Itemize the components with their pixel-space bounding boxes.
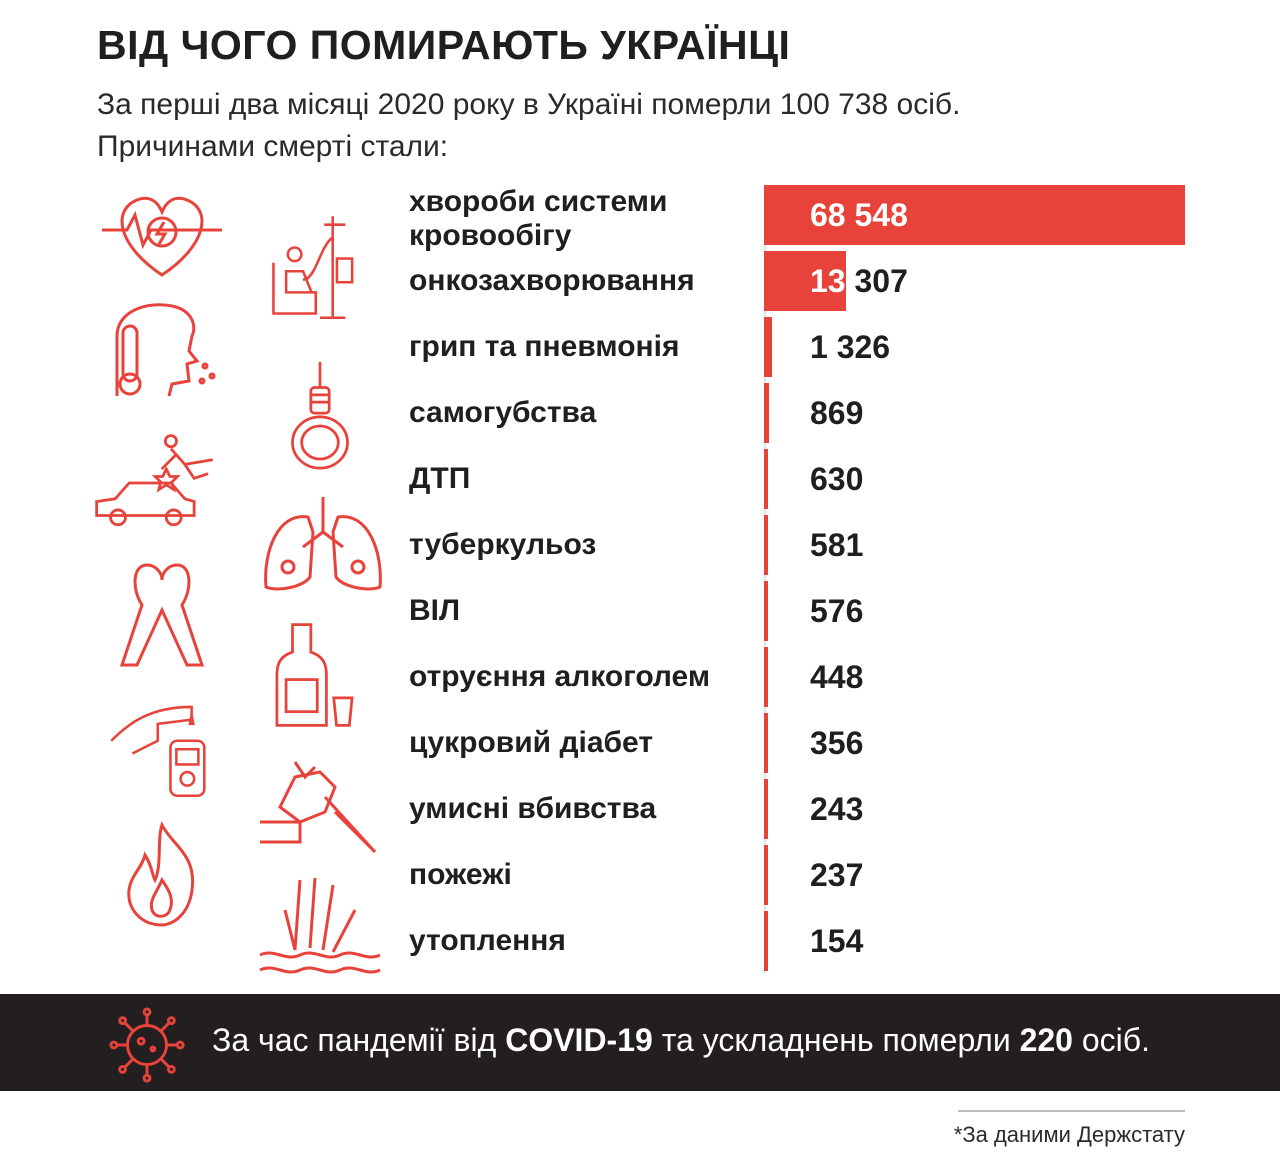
category-label: цукровий діабет bbox=[409, 726, 654, 759]
bar bbox=[764, 845, 768, 905]
value-label: 356 bbox=[810, 725, 864, 761]
category-label: туберкульоз bbox=[409, 528, 597, 561]
glucose-meter-icon bbox=[97, 690, 227, 800]
car-accident-icon bbox=[92, 428, 222, 538]
banner-text-mid: та ускладнень померли bbox=[652, 1022, 1020, 1058]
lungs-icon bbox=[258, 492, 388, 602]
category-label: хвороби системи кровообігу bbox=[409, 185, 668, 252]
banner-covid-label: COVID-19 bbox=[505, 1022, 653, 1058]
iv-drip-patient-icon bbox=[255, 212, 385, 322]
bar bbox=[764, 383, 769, 443]
bar bbox=[764, 779, 768, 839]
source-divider bbox=[958, 1110, 1185, 1112]
sick-head-thermometer-icon bbox=[97, 296, 227, 406]
knife-hand-icon bbox=[255, 752, 385, 862]
covid-banner: За час пандемії від COVID-19 та ускладне… bbox=[0, 994, 1280, 1091]
subtitle-line-2: Причинами смерті стали: bbox=[97, 130, 449, 163]
banner-text-pre: За час пандемії від bbox=[212, 1022, 506, 1058]
value-label: 581 bbox=[810, 527, 864, 563]
bar bbox=[764, 251, 846, 311]
subtitle: За перші два місяці 2020 року в Україні … bbox=[97, 84, 1197, 168]
category-label: умисні вбивства bbox=[409, 792, 657, 825]
category-label: самогубства bbox=[409, 396, 597, 429]
bar bbox=[764, 317, 772, 377]
value-label: 243 bbox=[810, 791, 864, 827]
source-note: *За даними Держстату bbox=[953, 1122, 1185, 1147]
bar bbox=[764, 647, 768, 707]
banner-covid-count: 220 bbox=[1019, 1022, 1073, 1058]
chart-axis bbox=[764, 185, 766, 973]
value-label: 576 bbox=[810, 593, 864, 629]
awareness-ribbon-icon bbox=[97, 560, 227, 670]
subtitle-line-1: За перші два місяці 2020 року в Україні … bbox=[97, 88, 961, 121]
value-label: 869 bbox=[810, 395, 864, 431]
value-label: 13 307 bbox=[810, 263, 908, 299]
bar bbox=[764, 713, 768, 773]
category-label: ВІЛ bbox=[409, 594, 461, 627]
alcohol-bottle-icon bbox=[255, 620, 385, 730]
category-label: утоплення bbox=[409, 924, 566, 957]
category-label: пожежі bbox=[409, 858, 512, 891]
bar bbox=[764, 449, 768, 509]
noose-icon bbox=[255, 360, 385, 470]
fire-icon bbox=[97, 820, 227, 930]
value-label: 1 326 bbox=[810, 329, 891, 365]
category-label: ДТП bbox=[409, 462, 471, 495]
value-label: 154 bbox=[810, 923, 864, 959]
value-label: 630 bbox=[810, 461, 864, 497]
value-label: 68 548 bbox=[810, 197, 908, 233]
category-label: онкозахворювання bbox=[409, 264, 695, 297]
bar bbox=[764, 185, 1185, 245]
heart-ecg-icon bbox=[97, 180, 227, 290]
bar bbox=[764, 581, 768, 641]
drowning-hand-icon bbox=[255, 870, 385, 980]
banner-text-post: осіб. bbox=[1072, 1022, 1150, 1058]
category-label: грип та пневмонія bbox=[409, 330, 680, 363]
bar bbox=[764, 515, 768, 575]
covid-banner-text: За час пандемії від COVID-19 та ускладне… bbox=[212, 1022, 1150, 1059]
virus-icon bbox=[108, 1006, 186, 1084]
value-label: 448 bbox=[810, 659, 864, 695]
page-title: ВІД ЧОГО ПОМИРАЮТЬ УКРАЇНЦІ bbox=[97, 22, 791, 68]
category-label: отруєння алкоголем bbox=[409, 660, 711, 693]
value-label: 237 bbox=[810, 857, 864, 893]
bar bbox=[764, 911, 768, 971]
